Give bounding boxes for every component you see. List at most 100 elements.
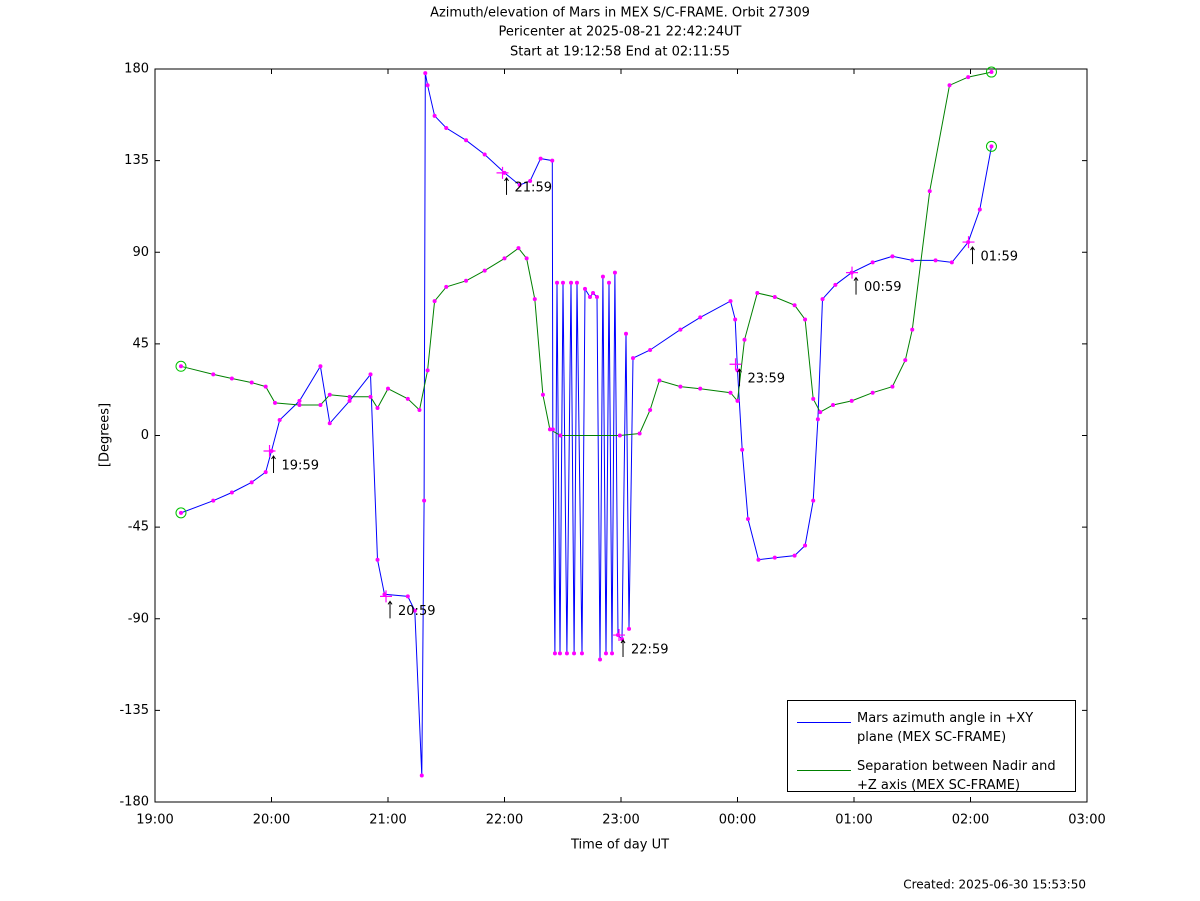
- point-marker: [756, 557, 761, 562]
- point-marker: [648, 347, 653, 352]
- annotation: 22:59: [631, 643, 668, 658]
- point-marker: [792, 303, 797, 308]
- y-tick-label: 135: [124, 153, 149, 168]
- x-tick-label: 21:00: [369, 813, 406, 828]
- point-marker: [678, 384, 683, 389]
- point-marker: [792, 553, 797, 558]
- point-marker: [820, 297, 825, 302]
- point-marker: [464, 138, 469, 143]
- point-marker: [368, 372, 373, 377]
- point-marker: [989, 144, 994, 149]
- point-marker: [347, 394, 352, 399]
- point-marker: [557, 651, 562, 656]
- hour-cross: [729, 358, 742, 371]
- hour-cross: [962, 236, 975, 249]
- point-marker: [417, 408, 422, 413]
- point-marker: [318, 364, 323, 369]
- point-marker: [890, 254, 895, 259]
- point-marker: [966, 75, 971, 80]
- point-marker: [772, 555, 777, 560]
- point-marker: [870, 260, 875, 265]
- point-marker: [617, 433, 622, 438]
- x-tick-label: 22:00: [486, 813, 523, 828]
- y-tick-label: -135: [119, 703, 149, 718]
- point-marker: [464, 278, 469, 283]
- point-marker: [903, 358, 908, 363]
- point-marker: [375, 406, 380, 411]
- legend-label: Mars azimuth angle in +XY plane (MEX SC-…: [857, 711, 1034, 745]
- point-marker: [249, 480, 254, 485]
- point-marker: [524, 256, 529, 261]
- point-marker: [552, 651, 557, 656]
- point-marker: [657, 378, 662, 383]
- point-marker: [211, 498, 216, 503]
- point-marker: [742, 337, 747, 342]
- chart-subtitle: Pericenter at 2025-08-21 22:42:24UT: [498, 25, 741, 40]
- point-marker: [740, 447, 745, 452]
- x-tick-label: 01:00: [835, 813, 872, 828]
- endpoint-marker: [175, 360, 187, 372]
- point-marker: [502, 256, 507, 261]
- point-marker: [569, 280, 574, 285]
- point-marker: [591, 290, 596, 295]
- x-tick-label: 20:00: [253, 813, 290, 828]
- hour-cross: [496, 166, 509, 179]
- series-line: [180, 71, 992, 436]
- chart-title: Azimuth/elevation of Mars in MEX S/C-FRA…: [430, 6, 810, 21]
- point-marker: [870, 390, 875, 395]
- hour-cross: [380, 590, 393, 603]
- point-marker: [890, 384, 895, 389]
- x-tick-label: 03:00: [1068, 813, 1105, 828]
- point-marker: [482, 268, 487, 273]
- point-marker: [811, 396, 816, 401]
- point-marker: [178, 510, 183, 515]
- point-marker: [550, 158, 555, 163]
- point-marker: [229, 376, 234, 381]
- y-tick-label: 45: [132, 336, 149, 351]
- point-marker: [728, 390, 733, 395]
- hour-tick: [620, 639, 626, 658]
- annotation: 01:59: [981, 250, 1018, 265]
- x-tick-label: 19:00: [136, 813, 173, 828]
- point-marker: [297, 402, 302, 407]
- point-marker: [927, 189, 932, 194]
- point-marker: [735, 398, 740, 403]
- point-marker: [538, 156, 543, 161]
- point-marker: [263, 470, 268, 475]
- y-tick-label: -180: [119, 795, 149, 810]
- point-marker: [745, 516, 750, 521]
- point-marker: [598, 657, 603, 662]
- point-marker: [229, 490, 234, 495]
- point-marker: [517, 183, 522, 188]
- y-tick-label: 0: [141, 428, 149, 443]
- point-marker: [405, 396, 410, 401]
- point-marker: [588, 295, 593, 300]
- point-marker: [272, 400, 277, 405]
- point-marker: [910, 258, 915, 263]
- point-marker: [977, 207, 982, 212]
- point-marker: [989, 70, 994, 75]
- point-marker: [550, 427, 555, 432]
- endpoint-marker: [985, 140, 997, 152]
- point-marker: [422, 498, 427, 503]
- point-marker: [263, 384, 268, 389]
- footer: Created: 2025-06-30 15:53:50: [903, 878, 1086, 892]
- legend: Mars azimuth angle in +XY plane (MEX SC-…: [787, 700, 1076, 793]
- y-tick-label: 90: [132, 245, 149, 260]
- annotation: 20:59: [398, 604, 435, 619]
- hour-tick: [271, 455, 276, 473]
- point-marker: [211, 372, 216, 377]
- point-marker: [772, 295, 777, 300]
- point-marker: [947, 83, 952, 88]
- point-marker: [637, 431, 642, 436]
- x-tick-label: 02:00: [952, 813, 989, 828]
- point-marker: [648, 408, 653, 413]
- point-marker: [755, 290, 760, 295]
- legend-label: Separation between Nadir and +Z axis (ME…: [857, 759, 1056, 793]
- point-marker: [803, 317, 808, 322]
- point-marker: [368, 394, 373, 399]
- hour-cross: [846, 266, 859, 279]
- point-marker: [425, 368, 430, 373]
